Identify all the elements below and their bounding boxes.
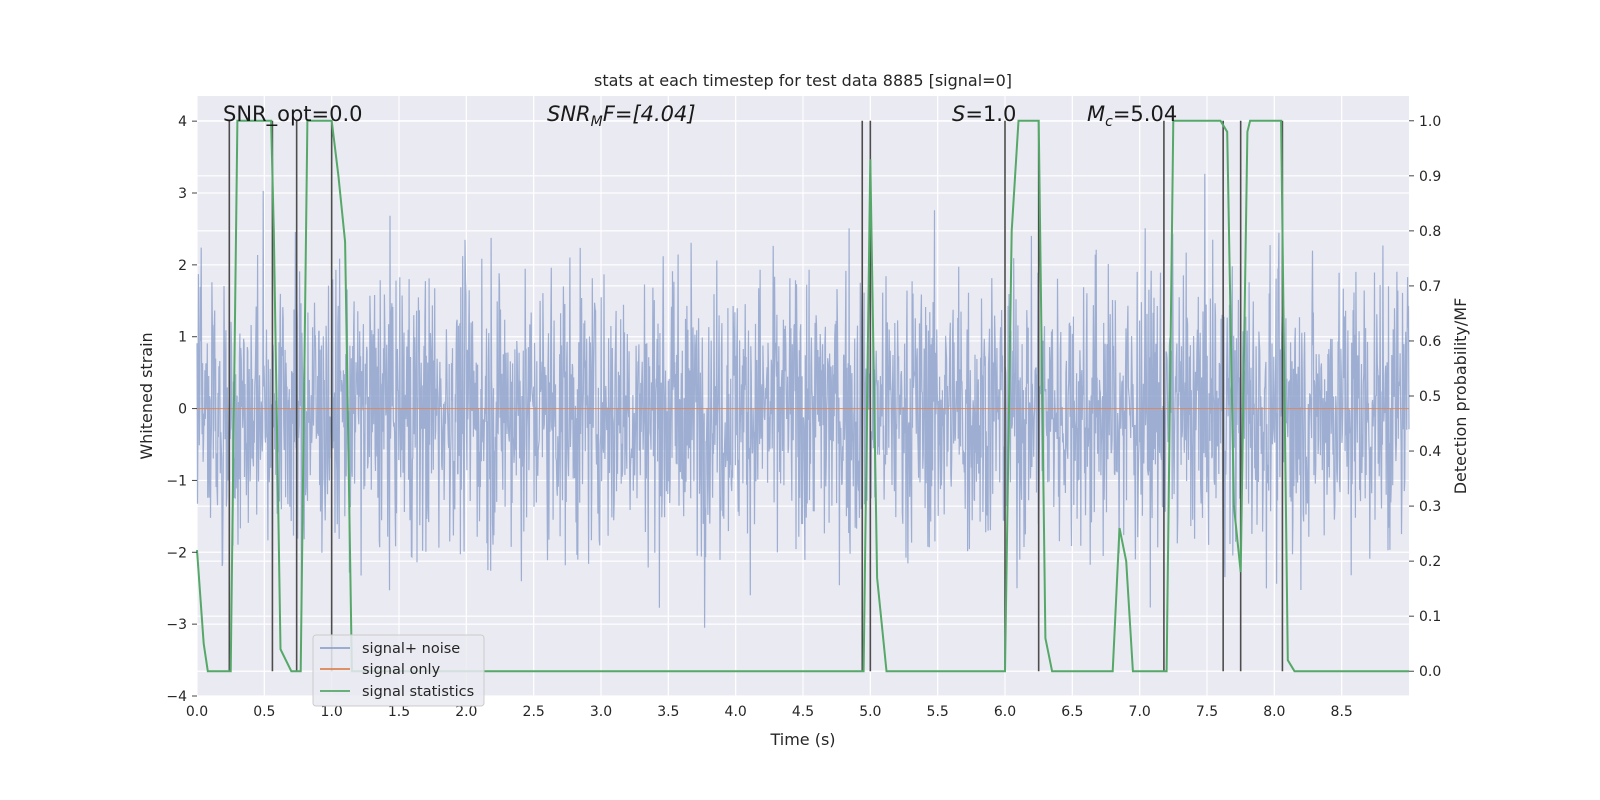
x-tick-label: 1.5 — [388, 704, 410, 720]
x-tick-label: 4.0 — [725, 704, 747, 720]
y-left-tick-label: 2 — [178, 258, 187, 274]
legend-label-signal: signal only — [362, 662, 441, 678]
y-right-tick-label: 0.0 — [1419, 664, 1441, 680]
y-right-tick-label: 0.3 — [1419, 499, 1441, 515]
snr-mf-rest: F=[4.04] — [603, 102, 696, 126]
x-axis-label: Time (s) — [769, 730, 835, 749]
x-tick-label: 6.0 — [994, 704, 1016, 720]
x-tick-label: 2.5 — [523, 704, 545, 720]
signal-statistics-series — [196, 119, 1409, 673]
y-axis-left-ticks: 4 3 2 1 0 −1 −2 −3 −4 — [166, 114, 197, 705]
y-right-tick-label: 0.5 — [1419, 389, 1441, 405]
y-right-tick-label: 1.0 — [1419, 114, 1441, 130]
y-right-tick-label: 0.4 — [1419, 444, 1441, 460]
legend-label-noise: signal+ noise — [362, 641, 460, 657]
y-left-tick-label: −2 — [166, 545, 187, 561]
y-right-tick-label: 0.6 — [1419, 334, 1441, 350]
y-right-tick-label: 0.2 — [1419, 554, 1441, 570]
snr-opt-annotation: SNR_opt=0.0 — [223, 102, 363, 127]
y-left-tick-label: 1 — [178, 330, 187, 346]
y-axis-right-label: Detection probability/MF — [1451, 298, 1470, 495]
legend: signal+ noise signal only signal statist… — [312, 634, 485, 707]
x-tick-label: 1.0 — [321, 704, 343, 720]
signal-statistics-line — [196, 119, 1409, 673]
y-axis-right-ticks: 1.0 0.9 0.8 0.7 0.6 0.5 0.4 0.3 0.2 0.1 0.0 — [1409, 114, 1441, 680]
legend-box — [312, 634, 485, 707]
y-left-tick-label: 4 — [178, 114, 187, 130]
mc-annotation: Mc=5.04 — [1087, 102, 1177, 130]
x-tick-label: 6.5 — [1061, 704, 1083, 720]
vertical-markers — [228, 120, 1284, 672]
signal-noise-series — [196, 173, 1410, 628]
mc-sub: c — [1105, 114, 1113, 130]
x-tick-label: 8.5 — [1331, 704, 1353, 720]
x-tick-label: 7.5 — [1196, 704, 1218, 720]
x-tick-label: 0.5 — [253, 704, 275, 720]
x-tick-label: 4.5 — [792, 704, 814, 720]
chart-title: stats at each timestep for test data 888… — [594, 71, 1012, 90]
s-annotation: S=1.0 — [952, 102, 1016, 126]
signal-noise-line — [196, 173, 1410, 628]
x-tick-label: 0.0 — [186, 704, 208, 720]
y-right-tick-label: 0.9 — [1419, 169, 1441, 185]
x-axis-ticks: 0.0 0.5 1.0 1.5 2.0 2.5 3.0 3.5 4.0 4.5 5.0 5.5 6.0 6… — [186, 704, 1353, 720]
s-rest: =1.0 — [965, 102, 1016, 126]
x-tick-label: 2.0 — [455, 704, 477, 720]
snr-mf-annotation: SNRMF=[4.04] — [547, 102, 696, 130]
y-left-tick-label: −3 — [166, 617, 187, 633]
y-left-tick-label: 3 — [178, 186, 187, 202]
y-right-tick-label: 0.1 — [1419, 609, 1441, 625]
y-left-tick-label: −1 — [166, 473, 187, 489]
snr-mf-main: SNR — [547, 102, 591, 126]
s-main: S — [952, 102, 965, 126]
y-right-tick-label: 0.7 — [1419, 279, 1441, 295]
y-left-tick-label: −4 — [166, 689, 187, 705]
y-axis-left-label: Whitened strain — [137, 332, 156, 459]
x-tick-label: 5.0 — [859, 704, 881, 720]
x-tick-label: 5.5 — [927, 704, 949, 720]
mc-rest: =5.04 — [1113, 102, 1177, 126]
legend-label-stats: signal statistics — [362, 684, 474, 700]
x-tick-label: 3.0 — [590, 704, 612, 720]
x-tick-label: 7.0 — [1129, 704, 1151, 720]
y-left-tick-label: 0 — [178, 402, 187, 418]
x-tick-label: 3.5 — [657, 704, 679, 720]
snr-mf-sub: M — [591, 114, 603, 130]
x-tick-label: 8.0 — [1263, 704, 1285, 720]
mc-main: M — [1087, 102, 1105, 126]
y-right-tick-label: 0.8 — [1419, 224, 1441, 240]
